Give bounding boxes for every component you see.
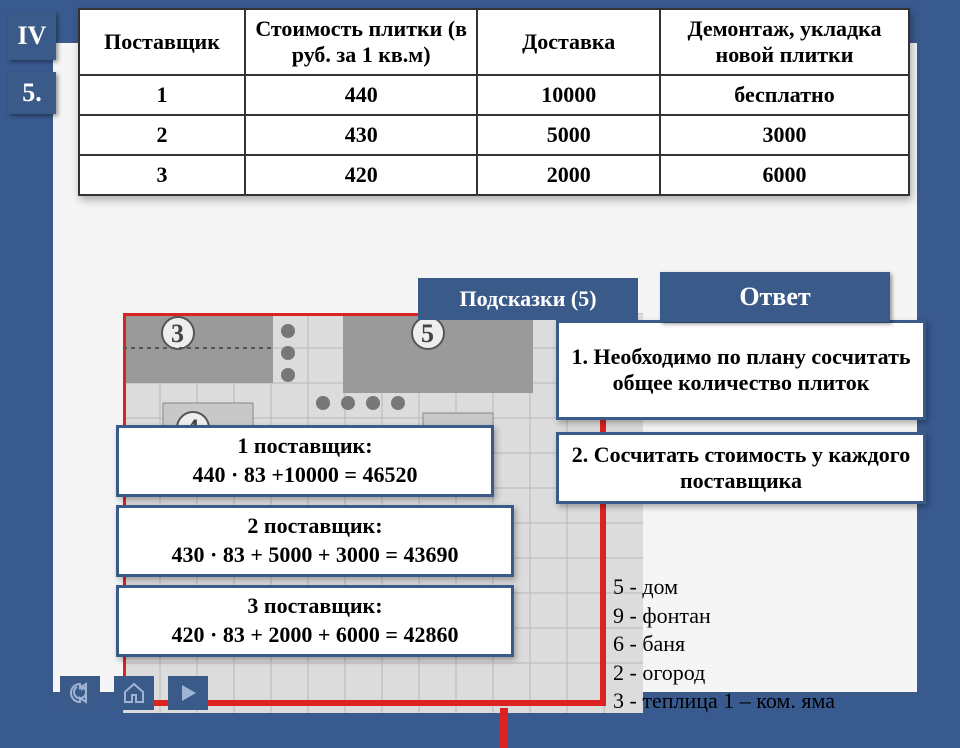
calc-supplier-1: 1 поставщик: 440 · 83 +10000 = 46520 — [116, 425, 494, 497]
legend-item: 6 - баня — [613, 630, 960, 659]
svg-text:5: 5 — [421, 319, 434, 348]
table-cell: 3000 — [660, 115, 909, 155]
table-cell: 440 — [245, 75, 477, 115]
calc1-expr: 440 · 83 +10000 = 46520 — [193, 462, 418, 487]
calc-supplier-2: 2 поставщик: 430 · 83 + 5000 + 3000 = 436… — [116, 505, 514, 577]
answer-button[interactable]: Ответ — [660, 272, 890, 322]
calc3-expr: 420 · 83 + 2000 + 6000 = 42860 — [172, 622, 459, 647]
hint-1: 1. Необходимо по плану сосчитать общее к… — [556, 320, 926, 420]
section-badge: IV — [8, 12, 56, 60]
table-cell: 430 — [245, 115, 477, 155]
nav-home-button[interactable] — [114, 676, 154, 710]
table-cell: 420 — [245, 155, 477, 195]
th-delivery: Доставка — [477, 9, 660, 75]
calc2-title: 2 поставщик: — [247, 513, 382, 538]
th-install: Демонтаж, укладка новой плитки — [660, 9, 909, 75]
table-cell: 6000 — [660, 155, 909, 195]
th-supplier: Поставщик — [79, 9, 245, 75]
legend-item: 3 - теплица 1 – ком. яма — [613, 687, 960, 716]
legend-item: 2 - огород — [613, 659, 960, 688]
table-cell: 2000 — [477, 155, 660, 195]
hint-2: 2. Сосчитать стоимость у каждого поставщ… — [556, 432, 926, 504]
nav-back-button[interactable] — [60, 676, 100, 710]
svg-text:3: 3 — [171, 319, 184, 348]
table-cell: 3 — [79, 155, 245, 195]
calc3-title: 3 поставщик: — [247, 593, 382, 618]
red-marker — [500, 708, 508, 748]
calc2-expr: 430 · 83 + 5000 + 3000 = 43690 — [172, 542, 459, 567]
suppliers-table: Поставщик Стоимость плитки (в руб. за 1 … — [78, 8, 910, 196]
table-cell: 10000 — [477, 75, 660, 115]
nav-next-button[interactable] — [168, 676, 208, 710]
table-cell: 1 — [79, 75, 245, 115]
calc-supplier-3: 3 поставщик: 420 · 83 + 2000 + 6000 = 428… — [116, 585, 514, 657]
task-badge: 5. — [8, 72, 56, 114]
hints-button[interactable]: Подсказки (5) — [418, 278, 638, 320]
table-cell: 2 — [79, 115, 245, 155]
legend-item: 5 - дом — [613, 573, 960, 602]
legend-item: 9 - фонтан — [613, 602, 960, 631]
calc1-title: 1 поставщик: — [237, 433, 372, 458]
table-cell: бесплатно — [660, 75, 909, 115]
table-cell: 5000 — [477, 115, 660, 155]
th-cost: Стоимость плитки (в руб. за 1 кв.м) — [245, 9, 477, 75]
legend: 5 - дом 9 - фонтан 6 - баня 2 - огород 3… — [613, 573, 960, 716]
nav-bar — [60, 676, 208, 710]
